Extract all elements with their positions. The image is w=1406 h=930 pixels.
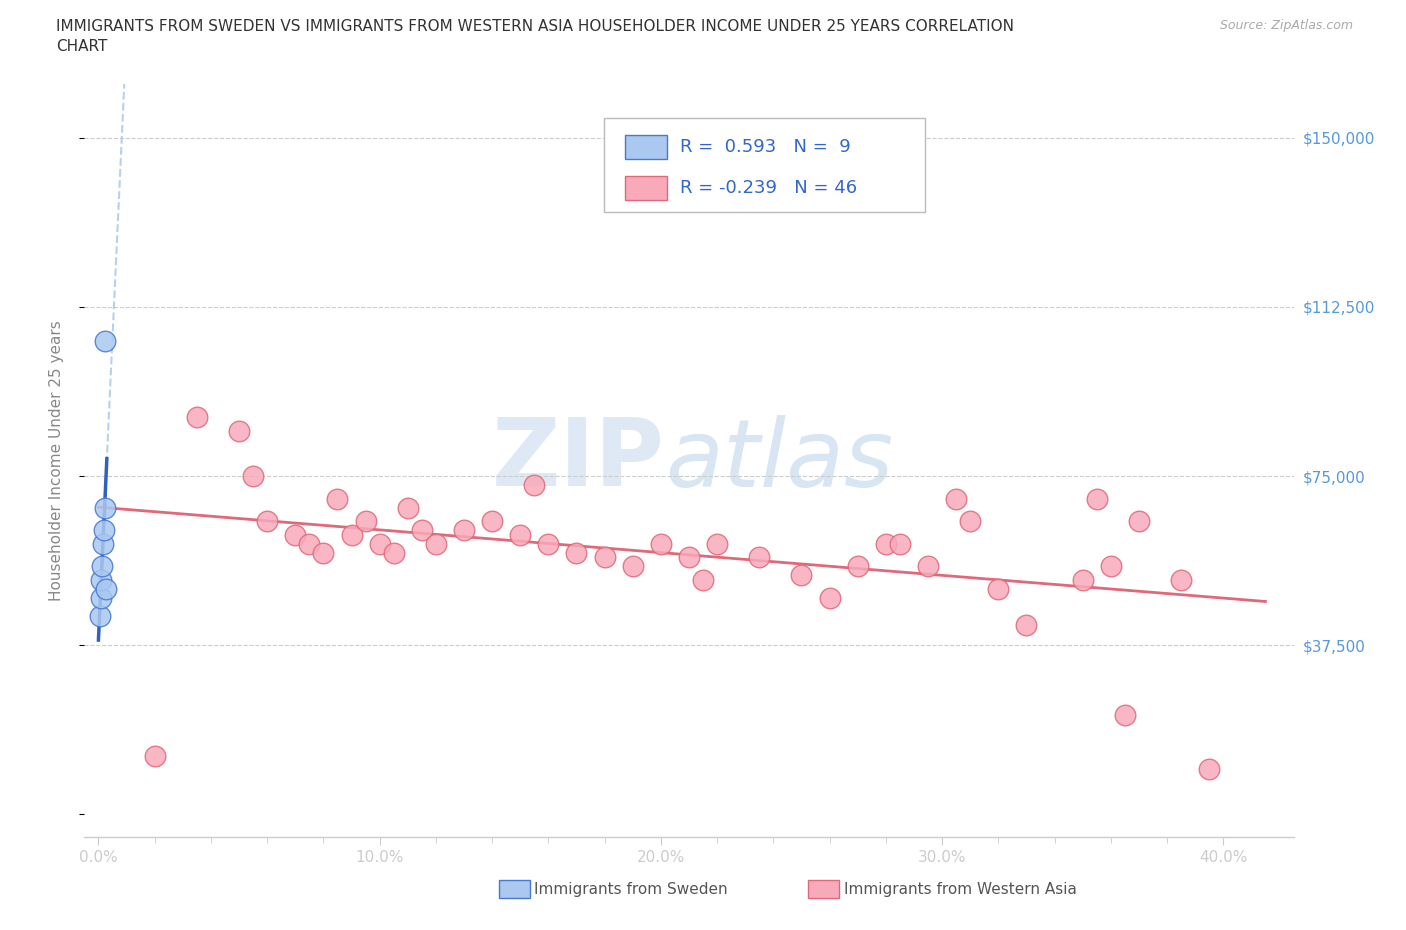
Point	[91, 559, 114, 574]
Point	[354, 513, 377, 528]
Point	[748, 550, 770, 565]
Point	[678, 550, 700, 565]
Text: CHART: CHART	[56, 39, 108, 54]
Point	[298, 537, 321, 551]
Point	[1015, 618, 1038, 632]
Point	[312, 545, 335, 560]
Text: Immigrants from Sweden: Immigrants from Sweden	[534, 882, 728, 897]
Point	[89, 608, 111, 623]
Point	[692, 573, 714, 588]
Text: atlas: atlas	[665, 415, 893, 506]
Point	[875, 537, 897, 551]
Point	[90, 591, 112, 605]
Point	[143, 749, 166, 764]
Point	[889, 537, 911, 551]
Point	[326, 491, 349, 506]
Point	[790, 568, 813, 583]
Point	[284, 527, 307, 542]
FancyBboxPatch shape	[624, 176, 668, 200]
Point	[1114, 708, 1136, 723]
Text: IMMIGRANTS FROM SWEDEN VS IMMIGRANTS FROM WESTERN ASIA HOUSEHOLDER INCOME UNDER : IMMIGRANTS FROM SWEDEN VS IMMIGRANTS FRO…	[56, 19, 1014, 33]
Point	[1128, 513, 1150, 528]
Point	[706, 537, 728, 551]
Point	[917, 559, 939, 574]
Point	[987, 581, 1010, 596]
Point	[411, 523, 433, 538]
Point	[537, 537, 560, 551]
Point	[94, 333, 117, 348]
Point	[453, 523, 475, 538]
Point	[945, 491, 967, 506]
Point	[1170, 573, 1192, 588]
Point	[523, 478, 546, 493]
Point	[90, 573, 112, 588]
Text: Immigrants from Western Asia: Immigrants from Western Asia	[844, 882, 1077, 897]
Point	[425, 537, 447, 551]
Point	[256, 513, 278, 528]
FancyBboxPatch shape	[605, 117, 925, 212]
Point	[396, 500, 419, 515]
Y-axis label: Householder Income Under 25 years: Householder Income Under 25 years	[49, 320, 63, 601]
FancyBboxPatch shape	[624, 135, 668, 159]
Point	[621, 559, 644, 574]
Point	[481, 513, 503, 528]
Text: R =  0.593   N =  9: R = 0.593 N = 9	[681, 139, 851, 156]
Point	[565, 545, 588, 560]
Text: ZIP: ZIP	[492, 415, 665, 506]
Point	[368, 537, 391, 551]
Point	[186, 410, 208, 425]
Text: Source: ZipAtlas.com: Source: ZipAtlas.com	[1219, 19, 1353, 32]
Text: R = -0.239   N = 46: R = -0.239 N = 46	[681, 179, 858, 197]
Point	[93, 523, 115, 538]
Point	[959, 513, 981, 528]
Point	[382, 545, 405, 560]
Point	[1085, 491, 1108, 506]
Point	[846, 559, 869, 574]
Point	[96, 581, 118, 596]
Point	[818, 591, 841, 605]
Point	[509, 527, 531, 542]
Point	[1198, 762, 1220, 777]
Point	[1099, 559, 1122, 574]
Point	[340, 527, 363, 542]
Point	[91, 537, 114, 551]
Point	[93, 500, 115, 515]
Point	[228, 423, 250, 438]
Point	[650, 537, 672, 551]
Point	[1071, 573, 1094, 588]
Point	[593, 550, 616, 565]
Point	[242, 469, 264, 484]
